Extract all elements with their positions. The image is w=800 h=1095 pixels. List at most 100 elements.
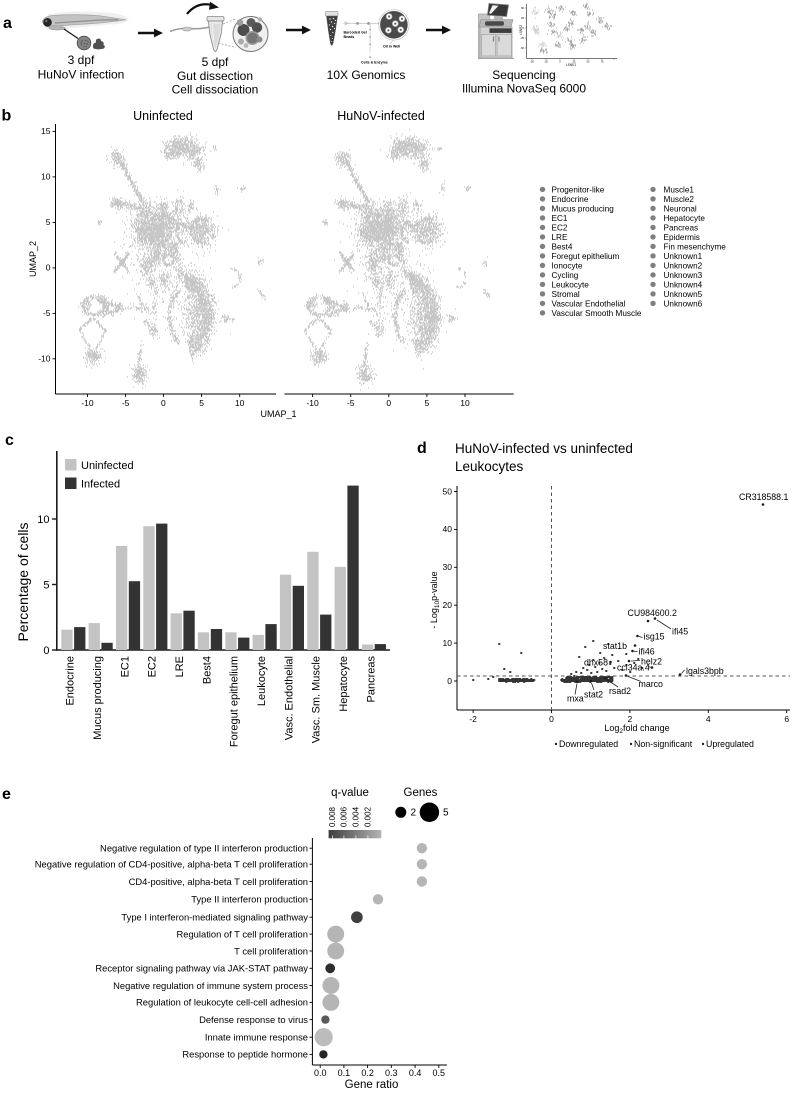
svg-text:Downregulated: Downregulated (559, 739, 618, 749)
svg-text:Type I interferon-mediated sig: Type I interferon-mediated signaling pat… (121, 912, 308, 923)
svg-text:0.004: 0.004 (352, 806, 361, 827)
svg-text:Mucus producing: Mucus producing (92, 656, 104, 740)
svg-text:-10: -10 (306, 398, 319, 408)
svg-text:Defense response to virus: Defense response to virus (199, 1014, 308, 1025)
svg-text:Infected: Infected (81, 479, 120, 491)
svg-text:Leukocytes: Leukocytes (455, 459, 524, 474)
svg-text:rsad2: rsad2 (609, 686, 631, 696)
svg-text:b: b (2, 108, 12, 125)
svg-text:HuNoV-infected: HuNoV-infected (337, 109, 425, 123)
svg-text:0.2: 0.2 (361, 1068, 374, 1078)
svg-text:Vasc. Endothelial: Vasc. Endothelial (283, 656, 295, 740)
svg-text:Mucus producing: Mucus producing (552, 204, 615, 213)
svg-text:a: a (3, 15, 12, 32)
svg-text:0.1: 0.1 (338, 1068, 351, 1078)
svg-text:Negative regulation of type II: Negative regulation of type II interfero… (100, 843, 308, 854)
svg-text:30: 30 (443, 562, 453, 572)
svg-text:5: 5 (443, 808, 449, 819)
svg-text:Cells & Enzyme: Cells & Enzyme (361, 61, 388, 65)
svg-text:stat2: stat2 (584, 690, 603, 700)
svg-text:10: 10 (460, 398, 470, 408)
svg-text:Pancreas: Pancreas (365, 656, 377, 703)
svg-text:mxa: mxa (567, 694, 584, 704)
svg-text:Vascular Smooth Muscle: Vascular Smooth Muscle (552, 309, 642, 318)
svg-text:0: 0 (46, 263, 51, 273)
svg-text:Upregulated: Upregulated (706, 739, 754, 749)
svg-text:Percentage of cells: Percentage of cells (15, 522, 31, 641)
svg-text:CU984600.2: CU984600.2 (628, 608, 678, 618)
svg-text:HuNoV infection: HuNoV infection (38, 68, 125, 82)
svg-text:Gene ratio: Gene ratio (345, 1079, 399, 1090)
svg-text:t-SNE1: t-SNE1 (566, 63, 577, 67)
svg-text:Ionocyte: Ionocyte (552, 261, 583, 270)
svg-text:Best4: Best4 (201, 656, 213, 684)
svg-text:15: 15 (41, 126, 51, 136)
svg-text:Cycling: Cycling (552, 271, 579, 280)
svg-text:10: 10 (37, 514, 49, 526)
svg-text:Leukocyte: Leukocyte (256, 656, 268, 706)
svg-text:0: 0 (161, 398, 166, 408)
svg-text:Innate immune response: Innate immune response (205, 1032, 308, 1043)
svg-text:Epidermis: Epidermis (664, 233, 700, 242)
svg-text:LRE: LRE (552, 233, 568, 242)
svg-text:Foregut epithelium: Foregut epithelium (229, 656, 241, 747)
svg-text:Endocrine: Endocrine (552, 195, 589, 204)
svg-text:0: 0 (43, 645, 49, 657)
svg-text:T cell proliferation: T cell proliferation (234, 945, 308, 956)
svg-text:-5: -5 (122, 398, 130, 408)
svg-text:Vasc. Sm. Muscle: Vasc. Sm. Muscle (311, 656, 323, 743)
svg-text:Muscle2: Muscle2 (664, 195, 695, 204)
svg-text:2: 2 (411, 808, 417, 819)
svg-text:Negative regulation of CD4-pos: Negative regulation of CD4-positive, alp… (35, 859, 308, 870)
svg-text:10: 10 (443, 638, 453, 648)
svg-text:5: 5 (43, 579, 49, 591)
svg-text:Regulation of T cell prolifera: Regulation of T cell proliferation (176, 928, 308, 939)
svg-text:stat1b: stat1b (603, 641, 627, 651)
svg-text:Genes: Genes (404, 787, 438, 799)
svg-text:Unknown3: Unknown3 (664, 271, 703, 280)
svg-text:10: 10 (235, 398, 245, 408)
svg-text:Endocrine: Endocrine (65, 656, 77, 706)
svg-text:0: 0 (447, 676, 452, 686)
svg-text:-25: -25 (520, 36, 524, 40)
svg-text:EC1: EC1 (119, 656, 131, 677)
svg-text:ccl34a.4: ccl34a.4 (617, 663, 650, 673)
svg-text:5: 5 (199, 398, 204, 408)
svg-text:Receptor signaling pathway via: Receptor signaling pathway via JAK-STAT … (95, 963, 308, 974)
svg-text:ifi45: ifi45 (672, 627, 688, 637)
svg-text:LRE: LRE (174, 656, 186, 677)
svg-text:Unknown5: Unknown5 (664, 290, 703, 299)
svg-text:Uninfected: Uninfected (81, 460, 134, 472)
svg-text:Unknown4: Unknown4 (664, 280, 703, 289)
svg-text:c: c (5, 432, 14, 449)
svg-text:0.4: 0.4 (409, 1068, 422, 1078)
svg-text:UMAP_2: UMAP_2 (28, 241, 38, 277)
svg-text:-10: -10 (81, 398, 94, 408)
svg-text:Oil in Well: Oil in Well (383, 45, 400, 49)
svg-text:5: 5 (425, 398, 430, 408)
svg-text:Unknown6: Unknown6 (664, 299, 703, 308)
svg-text:HuNoV-infected vs uninfected: HuNoV-infected vs uninfected (455, 441, 633, 456)
svg-text:Unknown2: Unknown2 (664, 261, 703, 270)
svg-text:0.5: 0.5 (433, 1068, 446, 1078)
svg-text:-5: -5 (347, 398, 355, 408)
svg-text:0.3: 0.3 (385, 1068, 398, 1078)
svg-text:50: 50 (443, 486, 453, 496)
svg-text:Beads: Beads (344, 35, 355, 39)
svg-text:Non-significant: Non-significant (634, 739, 693, 749)
svg-text:Hepatocyte: Hepatocyte (338, 656, 350, 712)
svg-text:-50: -50 (530, 60, 534, 64)
svg-text:ifi46: ifi46 (639, 647, 655, 657)
svg-text:isg15: isg15 (644, 632, 665, 642)
svg-text:Uninfected: Uninfected (133, 109, 193, 123)
svg-text:40: 40 (443, 524, 453, 534)
svg-text:3 dpf: 3 dpf (68, 53, 95, 67)
svg-text:0: 0 (386, 398, 391, 408)
svg-text:Muscle1: Muscle1 (664, 185, 695, 194)
svg-text:e: e (2, 786, 11, 803)
svg-text:Illumina NovaSeq 6000: Illumina NovaSeq 6000 (462, 82, 586, 96)
svg-text:0.006: 0.006 (340, 806, 349, 827)
svg-text:Unknown1: Unknown1 (664, 252, 703, 261)
svg-text:5: 5 (46, 217, 51, 227)
svg-text:Vascular Endothelial: Vascular Endothelial (552, 299, 626, 308)
